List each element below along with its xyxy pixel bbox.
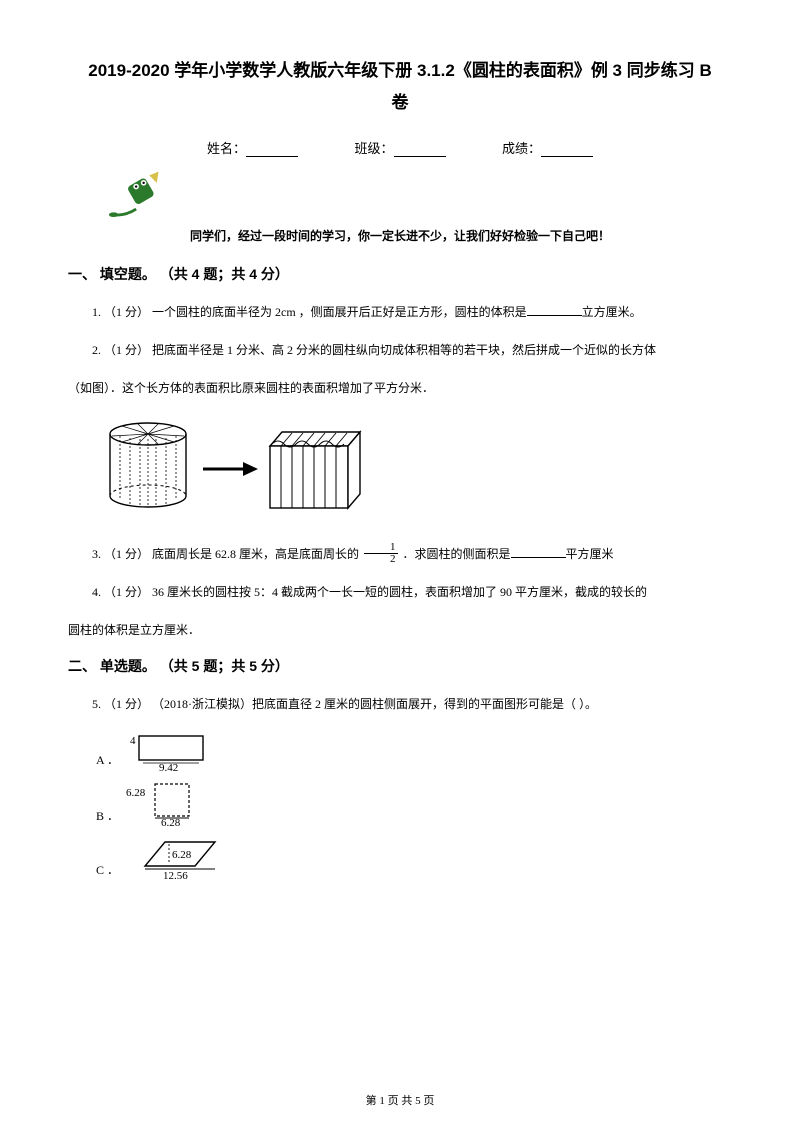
option-a[interactable]: A ． 4 9.42: [96, 730, 732, 772]
q1-blank[interactable]: [527, 304, 582, 316]
form-row: 姓名： 班级： 成绩：: [68, 138, 732, 157]
q1-text-b: 立方厘米。: [582, 305, 642, 319]
svg-text:9.42: 9.42: [159, 762, 178, 772]
class-label: 班级：: [354, 141, 393, 156]
q5-options: A ． 4 9.42 B ． 6.28 6.28 C ． 6.28 12.56: [68, 730, 732, 882]
question-2: 2. （1 分） 把底面半径是 1 分米、高 2 分米的圆柱纵向切成体积相等的若…: [68, 338, 732, 362]
q1-text-a: 1. （1 分） 一个圆柱的底面半径为 2cm ，侧面展开后正好是正方形，圆柱的…: [92, 305, 527, 319]
q3-text-a: 3. （1 分） 底面周长是 62.8 厘米，高是底面周长的: [92, 547, 362, 561]
question-2-cont: （如图）．这个长方体的表面积比原来圆柱的表面积增加了平方分米．: [68, 376, 732, 400]
fraction-icon: 12: [364, 542, 398, 565]
intro-text: 同学们，经过一段时间的学习，你一定长进不少，让我们好好检验一下自己吧！: [68, 227, 732, 244]
svg-text:6.28: 6.28: [172, 849, 192, 861]
option-b-label: B ．: [96, 807, 119, 828]
section-2-heading: 二、 单选题。 （共 5 题；共 5 分）: [68, 656, 732, 676]
svg-text:4: 4: [130, 735, 136, 747]
q2-text-c: 平方分米．: [374, 381, 434, 395]
pencil-mascot-icon: [108, 171, 168, 219]
q2-text-b: （如图）．这个长方体的表面积比原来圆柱的表面积增加了: [68, 381, 374, 395]
option-b-figure: 6.28 6.28: [125, 780, 203, 828]
q4-text-b: 圆柱的体积是: [68, 623, 140, 637]
question-4-cont: 圆柱的体积是立方厘米．: [68, 618, 732, 642]
svg-text:12.56: 12.56: [163, 870, 188, 882]
question-5: 5. （1 分） （2018·浙江模拟）把底面直径 2 厘米的圆柱侧面展开，得到…: [68, 692, 732, 716]
option-b[interactable]: B ． 6.28 6.28: [96, 780, 732, 828]
page-footer: 第 1 页 共 5 页: [0, 1092, 800, 1108]
class-blank[interactable]: [394, 143, 446, 157]
option-c[interactable]: C ． 6.28 12.56: [96, 836, 732, 882]
q4-text-a: 4. （1 分） 36 厘米长的圆柱按 5：4 截成两个一长一短的圆柱，表面积增…: [92, 585, 647, 599]
question-1: 1. （1 分） 一个圆柱的底面半径为 2cm ，侧面展开后正好是正方形，圆柱的…: [68, 300, 732, 324]
option-a-figure: 4 9.42: [125, 730, 211, 772]
title-line-1: 2019-2020 学年小学数学人教版六年级下册 3.1.2《圆柱的表面积》例 …: [88, 61, 711, 80]
option-c-figure: 6.28 12.56: [125, 836, 235, 882]
section-1-heading: 一、 填空题。 （共 4 题；共 4 分）: [68, 264, 732, 284]
q3-blank[interactable]: [511, 546, 566, 558]
q3-text-c: 平方厘米: [566, 547, 614, 561]
question-3: 3. （1 分） 底面周长是 62.8 厘米，高是底面周长的 12 ．求圆柱的侧…: [68, 542, 732, 567]
score-blank[interactable]: [541, 143, 593, 157]
title-line-2: 卷: [392, 93, 409, 112]
name-blank[interactable]: [246, 143, 298, 157]
page-title: 2019-2020 学年小学数学人教版六年级下册 3.1.2《圆柱的表面积》例 …: [68, 55, 732, 120]
score-label: 成绩：: [502, 141, 541, 156]
frac-den: 2: [364, 554, 398, 565]
q4-text-c: 立方厘米．: [140, 623, 200, 637]
option-c-label: C ．: [96, 861, 119, 882]
mascot-container: [108, 171, 732, 219]
option-a-label: A ．: [96, 751, 119, 772]
q2-text-a: 2. （1 分） 把底面半径是 1 分米、高 2 分米的圆柱纵向切成体积相等的若…: [92, 343, 656, 357]
question-4: 4. （1 分） 36 厘米长的圆柱按 5：4 截成两个一长一短的圆柱，表面积增…: [68, 580, 732, 604]
cylinder-to-cuboid-icon: [98, 414, 368, 524]
q2-figure: [98, 414, 732, 524]
name-label: 姓名：: [207, 141, 246, 156]
svg-text:6.28: 6.28: [161, 817, 181, 828]
q3-text-b: ．求圆柱的侧面积是: [400, 547, 511, 561]
svg-text:6.28: 6.28: [126, 787, 146, 799]
